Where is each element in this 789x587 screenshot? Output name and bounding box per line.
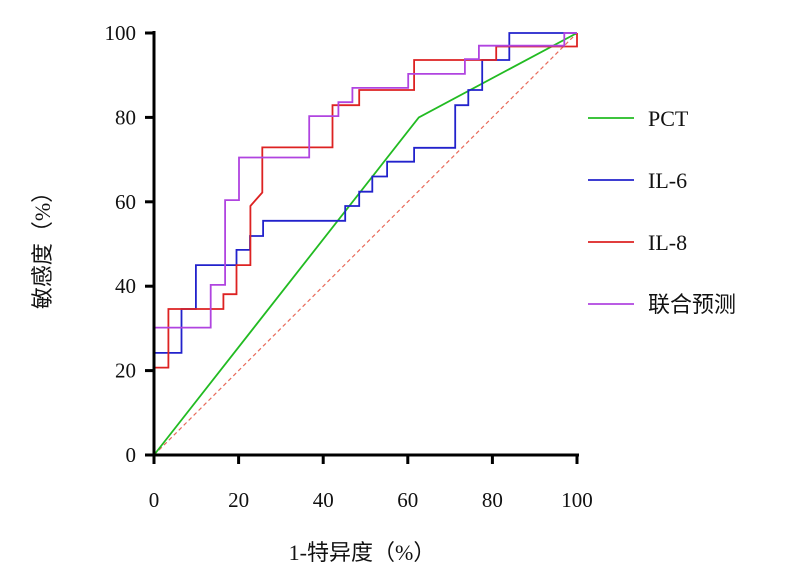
x-tick-label: 60 — [397, 488, 418, 512]
x-tick-label: 100 — [561, 488, 593, 512]
series-line-PCT — [153, 32, 578, 456]
legend-label: PCT — [648, 106, 689, 131]
y-tick-label: 20 — [115, 359, 136, 383]
y-tick-label: 0 — [126, 443, 137, 467]
legend: PCT IL-6 IL-8 联合预测 — [588, 106, 736, 317]
legend-label: IL-8 — [648, 230, 687, 255]
x-tick-label: 40 — [313, 488, 334, 512]
x-tick-label: 20 — [228, 488, 249, 512]
x-tick-label: 0 — [149, 488, 160, 512]
axes: 0 20 40 60 80 100 0 20 40 60 80 100 — [105, 21, 593, 512]
y-tick-label: 80 — [115, 105, 136, 129]
series-line-IL-8 — [153, 33, 578, 455]
series-line-联合预测 — [153, 32, 577, 455]
y-tick-label: 100 — [105, 21, 137, 45]
reference-line — [153, 32, 578, 456]
plot-area — [153, 32, 578, 456]
legend-label: 联合预测 — [648, 292, 736, 317]
y-tick-label: 60 — [115, 190, 136, 214]
y-axis-label: 敏感度（%） — [30, 181, 55, 309]
x-axis-label: 1-特异度（%） — [289, 540, 436, 565]
legend-label: IL-6 — [648, 168, 687, 193]
x-tick-label: 80 — [482, 488, 503, 512]
y-tick-label: 40 — [115, 274, 136, 298]
series-line-IL-6 — [153, 32, 577, 455]
